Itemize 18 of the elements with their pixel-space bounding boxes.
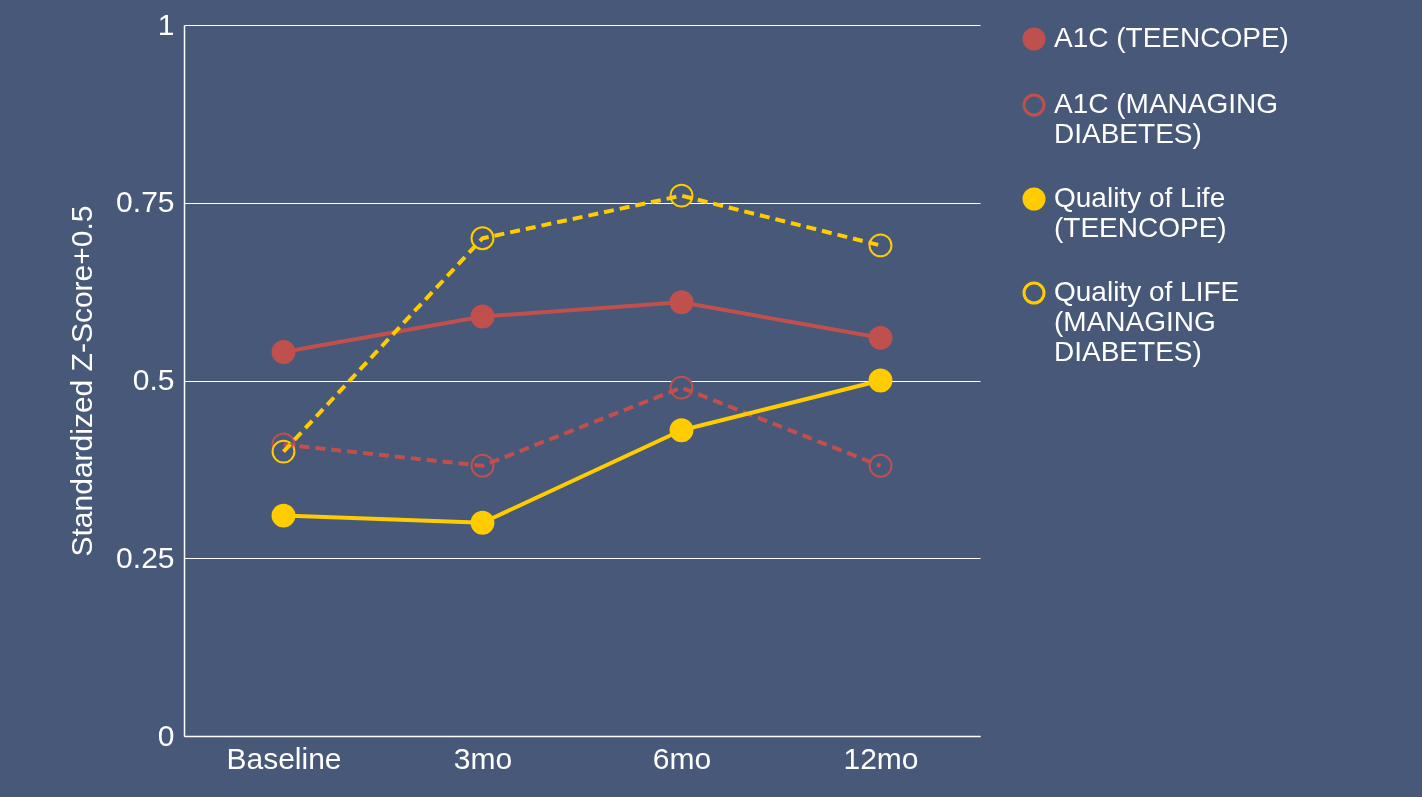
x-tick-label: 12mo	[843, 741, 919, 775]
point	[271, 340, 296, 364]
x-tick-label: Baseline	[226, 741, 342, 775]
point	[868, 325, 893, 350]
point	[868, 233, 893, 258]
y-tick-label: 0.75	[116, 185, 175, 219]
x-tick-label: 6mo	[652, 741, 712, 775]
legend-label: A1C (MANAGING DIABETES)	[1054, 88, 1279, 149]
y-tick-label: 0.5	[132, 363, 175, 396]
legend-label: Quality of Life (TEENCOPE)	[1054, 182, 1227, 243]
legend-label: Quality of LIFE (MANAGING DIABETES)	[1054, 276, 1240, 367]
legend-label: A1C (TEENCOPE)	[1054, 22, 1289, 53]
x-tick-label: 3mo	[453, 741, 513, 775]
y-tick-label: 0	[157, 718, 175, 752]
y-tick-label: 1	[157, 7, 175, 41]
y-tick-label: 0.25	[116, 540, 175, 574]
point	[868, 453, 893, 478]
y-axis-title: Standardized Z-Score+0.5	[65, 205, 99, 557]
